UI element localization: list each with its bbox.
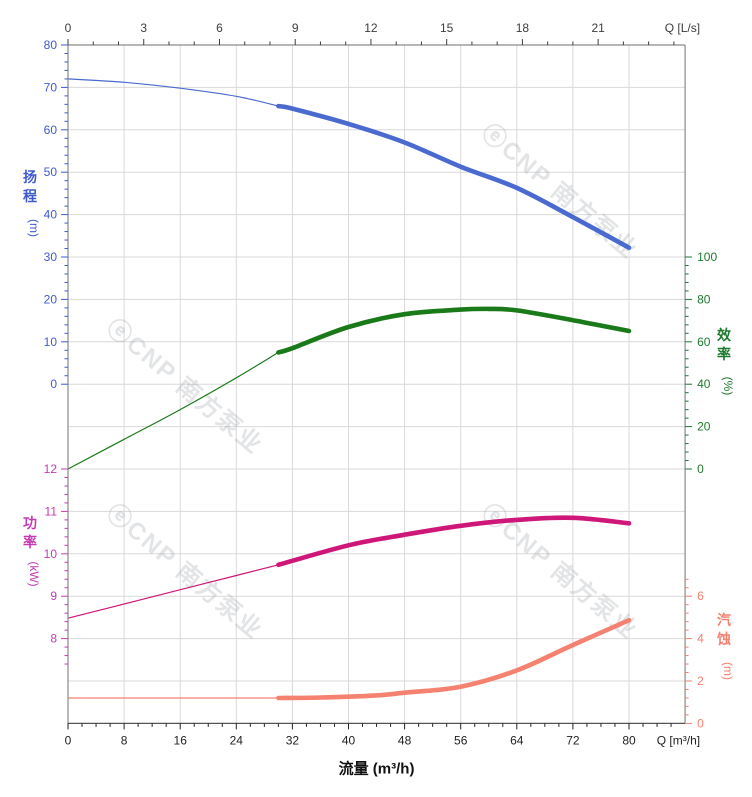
power-axis-title-unit: (kW) — [27, 561, 41, 586]
bottom-axis-tick-label: 32 — [286, 733, 300, 747]
power-axis-tick-label: 12 — [44, 462, 58, 476]
efficiency-axis-tick-label: 40 — [697, 377, 711, 391]
top-axis-tick-label: 21 — [591, 21, 605, 35]
bottom-axis-tick-label: 56 — [454, 733, 468, 747]
head-axis-title-unit: (m) — [27, 219, 41, 237]
head-axis-tick-label: 50 — [44, 165, 58, 179]
top-axis-tick-label: 18 — [516, 21, 530, 35]
power-axis-tick-label: 10 — [44, 547, 58, 561]
bottom-axis-tick-label: 48 — [398, 733, 412, 747]
bottom-axis-tick-label: 40 — [342, 733, 356, 747]
efficiency-axis-tick-label: 0 — [697, 462, 704, 476]
head-axis-tick-label: 20 — [44, 292, 58, 306]
npsh-curve — [276, 617, 632, 701]
top-axis-tick-label: 9 — [292, 21, 299, 35]
watermark: ⓔCNP 南方泵业 — [101, 498, 268, 645]
top-axis-tick-label: 15 — [440, 21, 454, 35]
flow-axis-title: 流量 (m³/h) — [339, 759, 415, 777]
power-curve-thin — [67, 564, 279, 619]
power-axis-title: 功 — [23, 515, 37, 531]
efficiency-curve — [276, 306, 632, 355]
efficiency-axis-title-unit: (%) — [721, 377, 735, 396]
head-axis-tick-label: 10 — [44, 335, 58, 349]
head-axis-title: 扬 — [23, 169, 37, 185]
head-axis-tick-label: 30 — [44, 250, 58, 264]
bottom-axis-title: Q [m³/h] — [657, 733, 700, 747]
bottom-axis-tick-label: 24 — [230, 733, 244, 747]
npsh-axis-title-unit: (m) — [721, 662, 735, 680]
efficiency-axis-title: 效 — [717, 327, 732, 343]
npsh-axis-tick-label: 2 — [697, 674, 704, 688]
head-curve-thin — [67, 78, 279, 107]
efficiency-axis-tick-label: 80 — [697, 292, 711, 306]
head-axis-title: 程 — [23, 188, 37, 204]
bottom-axis-tick-label: 16 — [174, 733, 188, 747]
bottom-axis-tick-label: 0 — [65, 733, 72, 747]
npsh-axis-title: 汽 — [717, 612, 731, 628]
efficiency-curve-thin — [67, 351, 279, 470]
npsh-axis-tick-label: 4 — [697, 632, 704, 646]
top-axis-tick-label: 6 — [216, 21, 223, 35]
npsh-axis-title: 蚀 — [716, 631, 731, 647]
npsh-axis-tick-label: 0 — [697, 716, 704, 730]
efficiency-axis-tick-label: 100 — [697, 250, 717, 264]
top-axis-tick-label: 3 — [140, 21, 147, 35]
power-curve — [276, 515, 632, 568]
efficiency-axis-tick-label: 20 — [697, 420, 711, 434]
head-axis-tick-label: 80 — [44, 38, 58, 52]
top-axis-tick-label: 12 — [364, 21, 378, 35]
bottom-axis-tick-label: 80 — [622, 733, 636, 747]
top-axis-tick-label: 0 — [65, 21, 72, 35]
bottom-axis-tick-label: 64 — [510, 733, 524, 747]
power-axis-tick-label: 9 — [50, 589, 57, 603]
power-axis-tick-label: 8 — [50, 632, 57, 646]
efficiency-axis-tick-label: 60 — [697, 335, 711, 349]
head-axis-tick-label: 70 — [44, 80, 58, 94]
head-axis-tick-label: 0 — [50, 377, 57, 391]
bottom-axis-tick-label: 8 — [121, 733, 128, 747]
npsh-axis-tick-label: 6 — [697, 589, 704, 603]
power-axis-title: 率 — [23, 534, 37, 550]
bottom-axis-tick-label: 72 — [566, 733, 580, 747]
head-axis-tick-label: 40 — [44, 208, 58, 222]
top-axis-title: Q [L/s] — [665, 21, 700, 35]
power-axis-tick-label: 11 — [45, 504, 58, 518]
efficiency-axis-title: 率 — [717, 346, 731, 362]
head-axis-tick-label: 60 — [44, 123, 58, 137]
head-curve — [276, 103, 632, 250]
